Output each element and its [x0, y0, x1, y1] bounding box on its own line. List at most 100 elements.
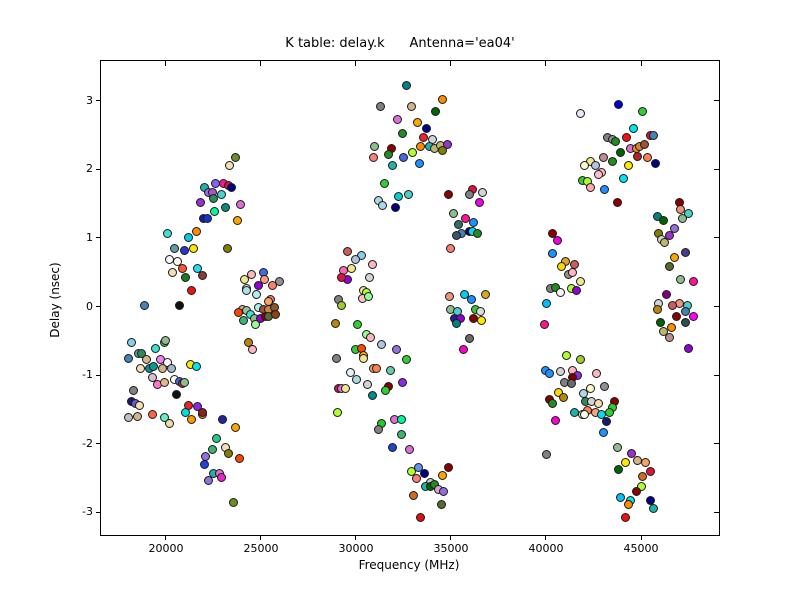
- data-point: [405, 445, 415, 455]
- data-point: [409, 490, 419, 500]
- data-point: [611, 137, 621, 147]
- data-point: [671, 312, 681, 322]
- data-point: [380, 179, 390, 189]
- data-point: [204, 476, 214, 486]
- data-point: [353, 319, 363, 329]
- data-point: [592, 368, 602, 378]
- data-point: [178, 263, 188, 273]
- y-tick-right: [714, 168, 719, 170]
- data-point: [254, 280, 264, 290]
- data-point: [553, 235, 563, 245]
- data-point: [221, 203, 231, 213]
- x-tick: [545, 535, 547, 540]
- data-point: [136, 364, 146, 374]
- data-point: [598, 152, 608, 162]
- data-point: [196, 198, 206, 208]
- data-point: [248, 345, 258, 355]
- data-point: [469, 217, 479, 227]
- data-point: [368, 391, 378, 401]
- data-point: [539, 319, 549, 329]
- data-point: [676, 274, 686, 284]
- data-point: [415, 159, 425, 169]
- data-point: [438, 94, 448, 104]
- y-tick: [96, 511, 101, 513]
- y-tick-right: [714, 374, 719, 376]
- data-point: [376, 102, 386, 112]
- data-point: [170, 244, 180, 254]
- data-point: [124, 412, 134, 422]
- y-tick-label: 2: [86, 162, 93, 176]
- data-point: [149, 362, 159, 372]
- data-point: [184, 232, 194, 242]
- data-point: [555, 287, 565, 297]
- data-point: [352, 375, 362, 385]
- data-point: [420, 468, 430, 478]
- plot-area: 20000 25000 30000 35000 40000 45000 -3 -2 -1 0 1 2 3: [82, 60, 720, 555]
- data-point: [655, 317, 665, 327]
- data-point: [481, 289, 491, 299]
- data-point: [197, 407, 207, 417]
- data-point: [181, 407, 191, 417]
- data-point: [452, 318, 462, 328]
- data-point: [408, 148, 418, 158]
- data-point: [392, 345, 402, 355]
- data-point: [623, 499, 633, 509]
- data-point: [414, 463, 424, 473]
- data-point: [572, 285, 582, 295]
- y-tick-right: [714, 306, 719, 308]
- data-point: [198, 270, 208, 280]
- data-point: [419, 133, 429, 143]
- data-point: [189, 244, 199, 254]
- data-point: [398, 377, 408, 387]
- data-point: [240, 274, 250, 284]
- y-tick: [96, 237, 101, 239]
- data-point: [670, 223, 680, 233]
- data-point: [158, 363, 168, 373]
- data-point: [172, 389, 182, 399]
- data-point: [180, 245, 190, 255]
- data-point: [542, 449, 552, 459]
- data-point: [368, 260, 378, 270]
- x-tick: [450, 535, 452, 540]
- data-point: [363, 379, 373, 389]
- data-point: [681, 317, 691, 327]
- data-point: [664, 332, 674, 342]
- data-point: [133, 411, 143, 421]
- data-point: [217, 472, 227, 482]
- data-point: [580, 160, 590, 170]
- data-point: [351, 255, 361, 265]
- x-tick-label: 20000: [148, 542, 184, 555]
- data-point: [399, 152, 409, 162]
- data-point: [370, 142, 380, 152]
- data-point: [652, 304, 662, 314]
- data-point: [631, 487, 641, 497]
- data-point: [252, 290, 262, 300]
- data-point: [135, 400, 145, 410]
- data-point: [665, 261, 675, 271]
- data-point: [404, 190, 414, 200]
- data-point: [159, 377, 169, 387]
- data-point: [393, 115, 403, 125]
- data-point: [347, 264, 357, 274]
- data-point: [662, 290, 672, 300]
- data-point: [568, 268, 578, 278]
- data-point: [593, 170, 603, 180]
- data-point: [271, 310, 281, 320]
- data-point: [231, 152, 241, 162]
- data-point: [624, 161, 634, 171]
- data-point: [384, 150, 394, 160]
- data-point: [412, 473, 422, 483]
- data-point: [622, 132, 632, 142]
- data-point: [337, 272, 347, 282]
- data-point: [444, 189, 454, 199]
- data-point: [397, 414, 407, 424]
- x-tick-label: 35000: [433, 542, 469, 555]
- data-point: [642, 153, 652, 163]
- data-point: [439, 487, 449, 497]
- data-point: [203, 213, 213, 223]
- data-point: [605, 407, 615, 417]
- data-point: [337, 300, 347, 310]
- data-point: [343, 246, 353, 256]
- y-tick-right: [714, 100, 719, 102]
